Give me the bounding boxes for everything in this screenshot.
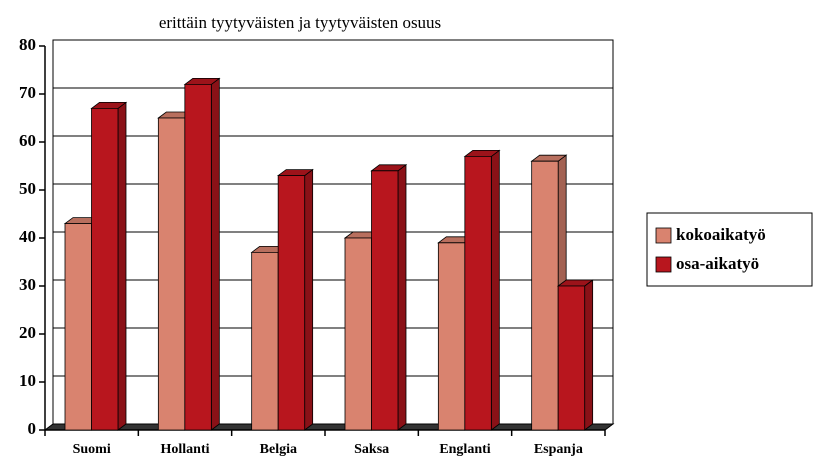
bar-front — [344, 237, 372, 431]
floor — [43, 423, 615, 431]
bar-front — [531, 160, 559, 431]
bar-front — [371, 170, 399, 431]
y-tick-label: 70 — [19, 83, 36, 102]
y-tick-label: 30 — [19, 275, 36, 294]
y-tick-label: 20 — [19, 323, 36, 342]
bar-side — [584, 279, 594, 431]
bar-front — [91, 108, 119, 431]
bar-front — [184, 84, 212, 431]
bar-side — [210, 77, 220, 431]
bar-side — [490, 149, 500, 431]
x-tick-label: Englanti — [439, 442, 490, 457]
bar-front — [251, 251, 279, 431]
legend-swatch — [655, 256, 672, 273]
y-tick-label: 60 — [19, 131, 36, 150]
x-tick-label: Hollanti — [160, 442, 209, 457]
x-tick-label: Saksa — [354, 442, 389, 457]
chart-title: erittäin tyytyväisten ja tyytyväisten os… — [159, 13, 441, 32]
bar — [463, 149, 501, 431]
bar-front — [157, 117, 186, 431]
legend-label: kokoaikatyö — [676, 225, 766, 244]
y-tick-label: 50 — [19, 179, 36, 198]
bar-side — [397, 164, 407, 431]
bar-front — [557, 285, 586, 431]
bar-side — [117, 101, 127, 431]
legend-label: osa-aikatyö — [676, 254, 759, 273]
bar-front — [277, 175, 306, 431]
bar — [556, 279, 594, 431]
bar — [90, 101, 128, 431]
x-tick-label: Suomi — [73, 442, 111, 457]
legend-box — [646, 212, 813, 287]
y-tick-label: 80 — [19, 35, 36, 54]
x-tick-label: Belgia — [260, 442, 297, 457]
bar — [276, 168, 314, 431]
bar-front — [64, 223, 92, 431]
bar-front — [437, 242, 466, 431]
x-tick-label: Espanja — [534, 442, 583, 457]
y-tick-label: 10 — [19, 371, 36, 390]
y-tick-label: 0 — [28, 419, 37, 438]
bar — [183, 77, 221, 431]
bar-side — [304, 168, 314, 431]
bar — [370, 164, 408, 431]
legend-swatch — [655, 227, 672, 244]
bar-front — [464, 155, 492, 431]
y-tick-label: 40 — [19, 227, 36, 246]
